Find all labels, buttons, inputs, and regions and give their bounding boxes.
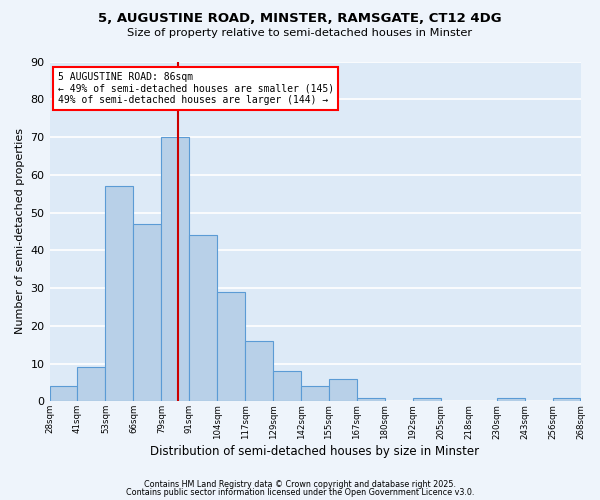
Bar <box>217 292 245 402</box>
Bar <box>413 398 441 402</box>
Text: Contains public sector information licensed under the Open Government Licence v3: Contains public sector information licen… <box>126 488 474 497</box>
Text: Contains HM Land Registry data © Crown copyright and database right 2025.: Contains HM Land Registry data © Crown c… <box>144 480 456 489</box>
Bar <box>245 341 273 402</box>
Y-axis label: Number of semi-detached properties: Number of semi-detached properties <box>15 128 25 334</box>
Bar <box>77 368 106 402</box>
Bar <box>357 398 385 402</box>
Bar <box>133 224 161 402</box>
Bar <box>273 371 301 402</box>
Bar <box>497 398 524 402</box>
Bar <box>301 386 329 402</box>
Text: Size of property relative to semi-detached houses in Minster: Size of property relative to semi-detach… <box>127 28 473 38</box>
Bar <box>553 398 580 402</box>
Bar <box>106 186 133 402</box>
Text: 5, AUGUSTINE ROAD, MINSTER, RAMSGATE, CT12 4DG: 5, AUGUSTINE ROAD, MINSTER, RAMSGATE, CT… <box>98 12 502 26</box>
Bar <box>329 378 357 402</box>
Bar <box>50 386 77 402</box>
X-axis label: Distribution of semi-detached houses by size in Minster: Distribution of semi-detached houses by … <box>151 444 479 458</box>
Bar <box>189 235 217 402</box>
Bar <box>161 137 189 402</box>
Text: 5 AUGUSTINE ROAD: 86sqm
← 49% of semi-detached houses are smaller (145)
49% of s: 5 AUGUSTINE ROAD: 86sqm ← 49% of semi-de… <box>58 72 334 105</box>
